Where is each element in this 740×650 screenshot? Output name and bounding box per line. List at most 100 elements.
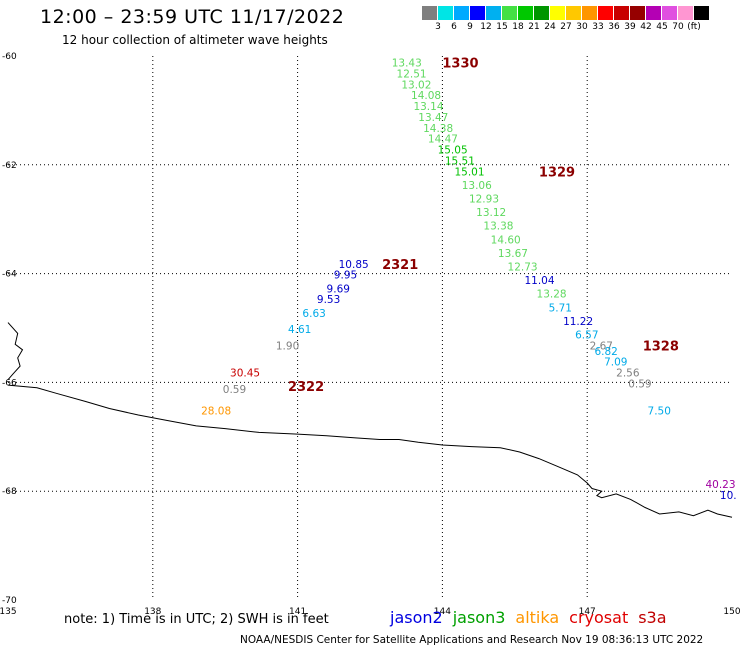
wave-height-label: 11.04 (524, 275, 554, 287)
legend-swatch (598, 6, 614, 20)
axis-ticks: 135 138 141 144 147 150 -60 -62 -64 -66 -68 -70 (0, 52, 740, 617)
wave-height-label: 7.09 (604, 357, 627, 369)
legend-swatch (454, 6, 470, 20)
legend-swatch (694, 6, 710, 20)
wave-height-label: 10.85 (339, 259, 369, 271)
wave-height-label: 13.43 (392, 58, 422, 70)
x-tick-label: 141 (289, 607, 306, 617)
legend-swatch (582, 6, 598, 20)
wave-height-label: 2.56 (616, 368, 640, 380)
legend-label: 18 (512, 22, 524, 32)
legend-label: 24 (544, 22, 556, 32)
legend-label: 6 (451, 22, 457, 32)
x-tick-label: 144 (434, 607, 451, 617)
coastline-path (7, 322, 24, 381)
wave-height-label: 28.08 (201, 406, 231, 418)
legend-swatch (550, 6, 566, 20)
satellite-legend: jason2 jason3 altika cryosat s3a (390, 608, 677, 627)
legend-swatch (566, 6, 582, 20)
legend-swatch (614, 6, 630, 20)
wave-height-label: 4.61 (288, 324, 311, 336)
legend-label: 3 (435, 22, 441, 32)
wave-height-label: 13.47 (418, 112, 448, 124)
wave-height-label: 11.22 (563, 316, 593, 328)
time-label: 1329 (539, 165, 575, 180)
time-label: 2322 (288, 380, 324, 395)
y-tick-label: -60 (2, 52, 17, 62)
wave-height-label: 12.73 (508, 262, 538, 274)
legend-label: 45 (656, 22, 668, 32)
wave-height-label: 12.51 (397, 68, 427, 80)
grid-lines (8, 56, 732, 600)
x-tick-label: 135 (0, 607, 17, 617)
wave-height-label: 13.14 (413, 101, 443, 113)
wave-height-label: 15.05 (438, 145, 468, 157)
time-labels: 1330 1329 1328 2321 2322 (288, 57, 679, 396)
wave-height-label: 9.95 (334, 270, 357, 282)
wave-height-label: 14.08 (411, 90, 441, 102)
wave-height-label: 13.02 (401, 79, 431, 91)
legend-label: 21 (528, 22, 540, 32)
wave-height-label: 15.51 (445, 155, 475, 167)
legend-label: 39 (624, 22, 636, 32)
color-legend (422, 6, 710, 20)
legend-swatch (502, 6, 518, 20)
wave-height-label: 13.67 (498, 248, 528, 260)
legend-swatch (518, 6, 534, 20)
page-title: 12:00 – 23:59 UTC 11/17/2022 (40, 6, 345, 28)
wave-height-label: 6.57 (575, 330, 598, 342)
wave-height-label: 15.01 (454, 166, 484, 178)
wave-height-label: 6.82 (594, 346, 617, 358)
wave-height-label: 40.23 (705, 479, 735, 491)
x-tick-label: 150 (723, 607, 740, 617)
wave-height-label: 30.45 (230, 368, 260, 380)
y-tick-label: -64 (2, 270, 17, 280)
wave-height-label: 13.06 (462, 180, 492, 192)
wave-height-label: 14.60 (491, 234, 521, 246)
wave-height-label: 13.12 (476, 207, 506, 219)
wave-height-label: 6.63 (302, 308, 325, 320)
legend-swatch (438, 6, 454, 20)
legend-swatch (630, 6, 646, 20)
wave-height-label: 14.38 (423, 123, 453, 135)
wave-height-label: 5.71 (549, 302, 572, 314)
legend-label: 9 (467, 22, 473, 32)
legend-swatch (486, 6, 502, 20)
wave-height-label: 10. (720, 490, 737, 502)
legend-label: 42 (640, 22, 652, 32)
time-label: 1328 (643, 339, 679, 354)
coastline (7, 322, 733, 518)
legend-label: 36 (608, 22, 620, 32)
wave-height-label: 12.93 (469, 194, 499, 206)
y-tick-label: -62 (2, 161, 17, 171)
legend-swatch (662, 6, 678, 20)
legend-label: 12 (480, 22, 492, 32)
satellite-name: jason3 (452, 608, 506, 627)
legend-swatch (470, 6, 486, 20)
time-label: 1330 (442, 57, 478, 72)
legend-label: 33 (592, 22, 604, 32)
legend-swatch (534, 6, 550, 20)
wave-height-label: 1.90 (276, 340, 299, 352)
y-tick-label: -66 (2, 378, 17, 388)
wave-height-label: 9.69 (327, 283, 350, 295)
wave-height-label: 13.38 (483, 221, 513, 233)
data-labels: 13.4312.5113.0214.0813.1413.4714.3814.47… (201, 58, 737, 502)
x-tick-label: 138 (144, 607, 161, 617)
legend-swatch (678, 6, 694, 20)
legend-label: 70 (672, 22, 684, 32)
wave-height-label: 7.50 (648, 406, 671, 418)
wave-height-label: 2.67 (590, 340, 613, 352)
wave-height-label: 0.59 (223, 384, 246, 396)
coastline-path (7, 384, 733, 518)
x-tick-label: 147 (579, 607, 596, 617)
legend-swatch (422, 6, 438, 20)
wave-height-label: 14.47 (428, 134, 458, 146)
wave-height-label: 0.59 (628, 378, 651, 390)
wave-height-label: 13.28 (537, 289, 567, 301)
satellite-name: s3a (638, 608, 667, 627)
satellite-name: jason2 (390, 608, 443, 627)
page-subtitle: 12 hour collection of altimeter wave hei… (62, 33, 328, 47)
